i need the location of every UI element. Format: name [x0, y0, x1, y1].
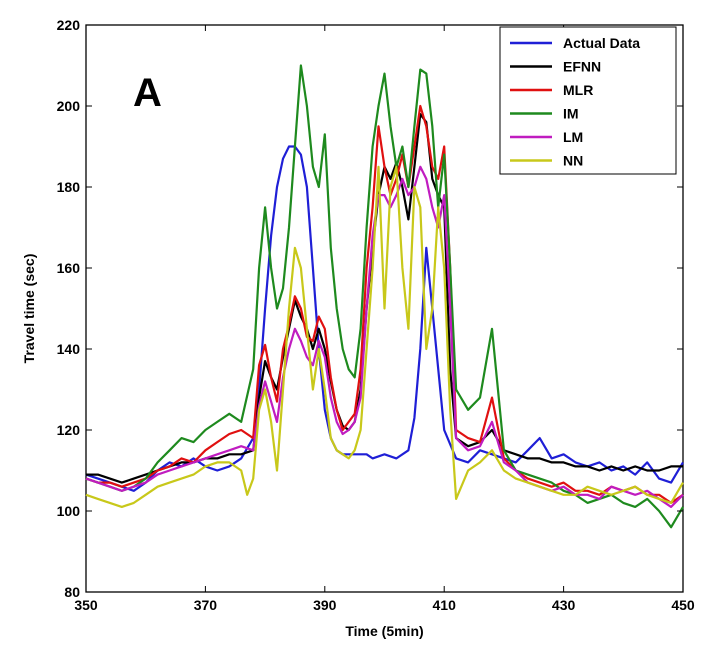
series-line-0: [85, 145, 684, 492]
y-tick-label: 200: [57, 98, 81, 114]
y-axis-title: Travel time (sec): [21, 254, 37, 364]
legend: Actual Data EFNN MLR IM LM NN: [499, 26, 677, 175]
panel-label: A: [133, 71, 162, 115]
y-tick-label: 180: [57, 179, 81, 195]
legend-label-0: Actual Data: [563, 35, 640, 51]
legend-label-3: IM: [563, 106, 579, 122]
x-tick-label: 350: [74, 597, 98, 613]
plot-area-frame: [85, 24, 684, 593]
x-tick-label: 450: [671, 597, 695, 613]
y-tick-label: 80: [64, 584, 80, 600]
series-line-5: [85, 165, 684, 508]
series-layer: [85, 64, 684, 529]
y-tick-label: 100: [57, 503, 81, 519]
y-tick-label: 160: [57, 260, 81, 276]
x-tick-label: 370: [194, 597, 218, 613]
legend-label-4: LM: [563, 129, 583, 145]
legend-label-5: NN: [563, 153, 583, 169]
legend-label-1: EFNN: [563, 59, 601, 75]
legend-label-2: MLR: [563, 82, 593, 98]
axis-layer: 350 370 390 410 430 450 80 100 120 140 160 180 200 22…: [57, 17, 695, 613]
x-axis-title: Time (5min): [345, 623, 423, 639]
y-tick-label: 220: [57, 17, 81, 33]
x-tick-label: 410: [433, 597, 457, 613]
y-tick-label: 120: [57, 422, 81, 438]
series-line-3: [85, 64, 684, 529]
series-line-2: [85, 104, 684, 504]
x-tick-label: 390: [313, 597, 337, 613]
x-tick-label: 430: [552, 597, 576, 613]
legend-box: [499, 26, 677, 175]
y-tick-label: 140: [57, 341, 81, 357]
